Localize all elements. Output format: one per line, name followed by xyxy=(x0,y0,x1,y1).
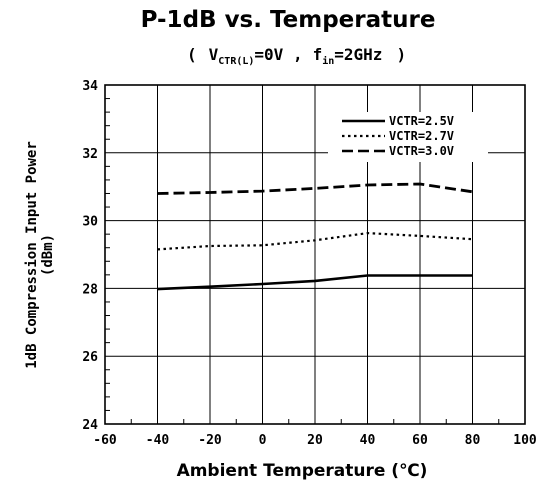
subtitle-v-symbol: V xyxy=(209,45,219,64)
series-line-2 xyxy=(157,232,473,251)
x-tick-labels: -60 -40 -20 0 20 40 60 80 100 xyxy=(93,433,537,448)
y-tick-label: 32 xyxy=(82,147,98,162)
series-lines xyxy=(157,182,473,291)
x-tick-label: 80 xyxy=(465,433,481,448)
x-tick-label: 40 xyxy=(360,433,376,448)
plot-border xyxy=(104,84,526,425)
series-line-1 xyxy=(157,274,473,291)
y-tick-label: 30 xyxy=(82,215,98,230)
x-tick-label: 20 xyxy=(307,433,323,448)
subtitle-open-paren: ( xyxy=(187,45,197,64)
x-tick-label: 60 xyxy=(412,433,428,448)
legend: VCTR=2.5V VCTR=2.7V VCTR=3.0V xyxy=(328,112,488,162)
subtitle-f-value: =2GHz xyxy=(334,45,382,64)
y-tick-labels: 24 26 28 30 32 34 xyxy=(82,79,98,433)
x-tick-label: 0 xyxy=(259,433,267,448)
legend-label-series-1: VCTR=2.5V xyxy=(389,114,454,128)
subtitle-v-subscript: CTR(L) xyxy=(218,56,254,67)
x-tick-label: 100 xyxy=(513,433,537,448)
y-tick-label: 24 xyxy=(82,418,98,433)
subtitle-f-symbol: f xyxy=(313,45,323,64)
x-tick-label: -20 xyxy=(198,433,222,448)
subtitle-v-value: =0V , xyxy=(254,45,302,64)
subtitle-close-paren: ) xyxy=(396,45,406,64)
y-tick-label: 26 xyxy=(82,350,98,365)
chart-title: P-1dB vs. Temperature xyxy=(141,7,436,33)
series-line-3 xyxy=(157,182,473,195)
x-tick-label: -60 xyxy=(93,433,117,448)
chart-subtitle: ( VCTR(L)=0V , fin=2GHz) xyxy=(187,45,406,67)
x-axis-label: Ambient Temperature (℃) xyxy=(177,461,428,481)
y-axis-unit: (dBm) xyxy=(40,234,56,276)
x-tick-label: -40 xyxy=(146,433,170,448)
y-axis-label: 1dB Compression Input Power xyxy=(24,141,40,369)
legend-label-series-2: VCTR=2.7V xyxy=(389,129,454,143)
y-tick-label: 34 xyxy=(82,79,98,94)
subtitle-f-subscript: in xyxy=(322,55,334,67)
legend-label-series-3: VCTR=3.0V xyxy=(389,144,454,158)
y-tick-label: 28 xyxy=(82,282,98,297)
